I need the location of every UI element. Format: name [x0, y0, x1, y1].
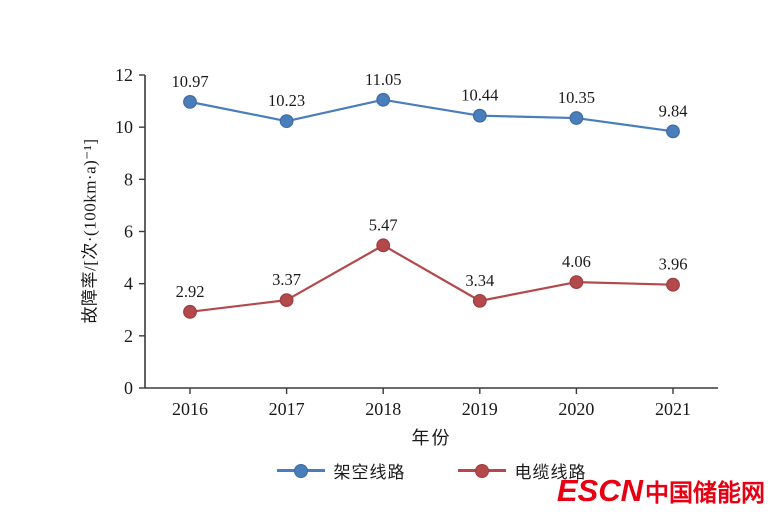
legend-dot-swatch — [293, 463, 308, 478]
series-line-1 — [188, 244, 675, 313]
data-point-0-5 — [666, 124, 680, 139]
x-axis-title: 年份 — [411, 428, 452, 448]
data-label-0-2: 11.05 — [365, 70, 402, 89]
y-tick-label: 0 — [124, 378, 133, 398]
data-point-0-3 — [472, 108, 487, 123]
y-tick-label: 12 — [115, 65, 133, 85]
escn-logo-text: ESCN — [556, 473, 643, 508]
data-point-1-3 — [472, 293, 487, 308]
y-tick-label: 10 — [115, 117, 133, 137]
x-tick-label: 2019 — [462, 399, 498, 419]
y-tick-label: 2 — [124, 326, 133, 346]
legend-marker-cable-icon — [457, 463, 506, 478]
data-label-1-1: 3.37 — [272, 270, 301, 289]
legend-label-overhead: 架空线路 — [333, 463, 406, 482]
legend-item-cable-line: 电缆线路 — [457, 458, 587, 483]
data-label-1-5: 3.96 — [659, 255, 688, 274]
legend-marker-overhead-icon — [276, 463, 325, 478]
data-label-0-0: 10.97 — [171, 72, 208, 91]
data-label-0-4: 10.35 — [558, 88, 595, 107]
legend-label-cable: 电缆线路 — [514, 463, 587, 482]
x-tick-label: 2017 — [269, 399, 305, 419]
x-tick-label: 2020 — [558, 399, 594, 419]
x-tick-label: 2018 — [365, 399, 401, 419]
y-tick-label: 4 — [124, 274, 133, 294]
legend: 架空线路 电缆线路 — [145, 458, 718, 483]
data-point-1-0 — [183, 304, 197, 319]
data-label-1-4: 4.06 — [562, 252, 591, 271]
data-point-0-4 — [569, 111, 584, 125]
series-line-0 — [188, 98, 675, 133]
escn-watermark: ESCN 中国储能网 — [557, 473, 765, 509]
data-point-0-0 — [183, 94, 197, 109]
legend-dot-swatch — [474, 463, 489, 478]
x-tick-label: 2021 — [655, 399, 691, 419]
y-tick-label: 8 — [124, 169, 133, 189]
data-label-1-0: 2.92 — [176, 282, 205, 301]
x-tick-label: 2016 — [172, 399, 208, 419]
escn-site-name: 中国储能网 — [645, 480, 765, 507]
data-point-0-1 — [279, 114, 294, 129]
data-point-0-2 — [376, 92, 391, 107]
data-label-1-3: 3.34 — [465, 271, 494, 290]
data-point-1-5 — [666, 277, 680, 292]
data-label-0-3: 10.44 — [461, 86, 498, 105]
legend-item-overhead-line: 架空线路 — [276, 458, 406, 483]
data-point-1-2 — [376, 238, 391, 253]
data-point-1-4 — [569, 275, 584, 290]
data-label-0-5: 9.84 — [659, 101, 688, 120]
data-point-1-1 — [279, 293, 294, 307]
y-axis-title: 故障率/[次·(100km·a)⁻¹] — [80, 138, 100, 324]
y-tick-label: 6 — [124, 222, 133, 242]
data-label-1-2: 5.47 — [369, 215, 398, 234]
data-label-0-1: 10.23 — [268, 91, 305, 110]
